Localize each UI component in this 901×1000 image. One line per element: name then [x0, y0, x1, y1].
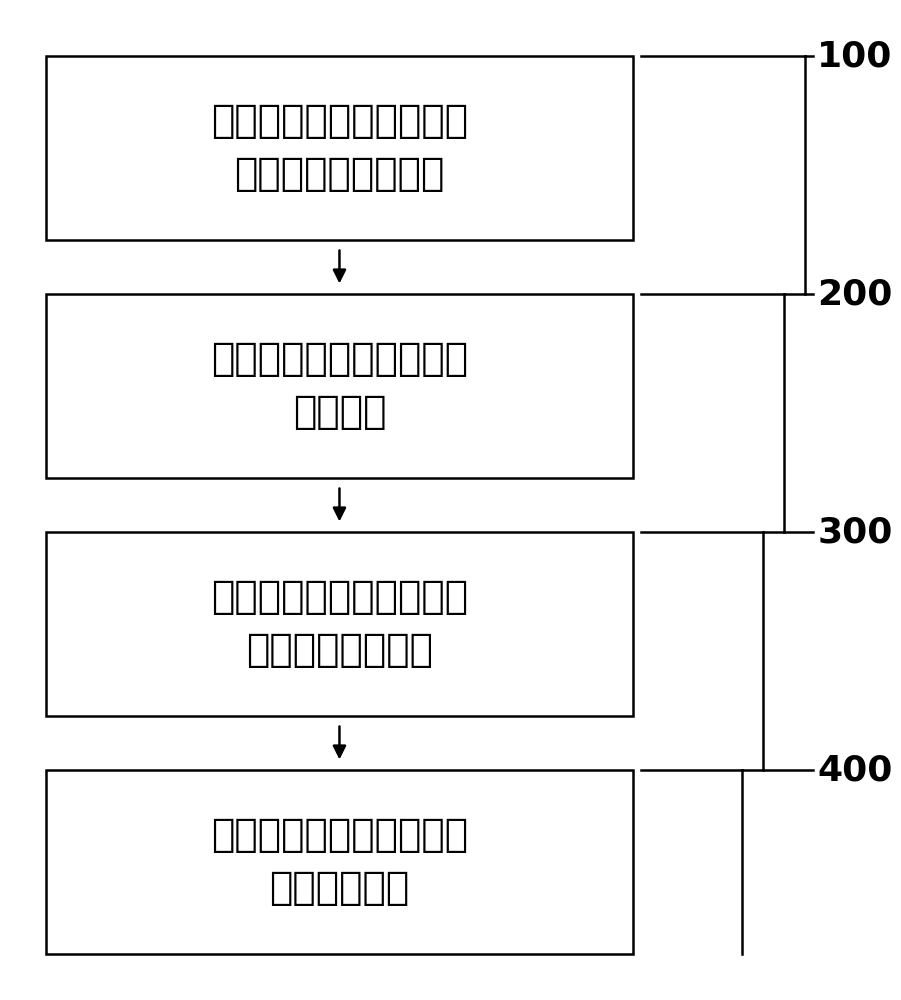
- Text: 100: 100: [817, 39, 893, 73]
- Text: 采用胶枪将混合物浇注到
字符凹槽的内凹处: 采用胶枪将混合物浇注到 字符凹槽的内凹处: [211, 578, 468, 669]
- FancyBboxPatch shape: [46, 294, 633, 478]
- Text: 400: 400: [817, 753, 893, 787]
- Text: 在已干燥的混合物上喚涂
透明防水膜。: 在已干燥的混合物上喚涂 透明防水膜。: [211, 816, 468, 907]
- FancyBboxPatch shape: [46, 770, 633, 954]
- Text: 在字符凹槽的内凹处涂抑
荧光粉胶: 在字符凹槽的内凹处涂抑 荧光粉胶: [211, 340, 468, 431]
- Text: 200: 200: [817, 277, 893, 311]
- FancyBboxPatch shape: [46, 56, 633, 240]
- Text: 将荧光粉和防沉淠颗粒剂
混合均匀制得混合物: 将荧光粉和防沉淠颗粒剂 混合均匀制得混合物: [211, 102, 468, 193]
- Text: 300: 300: [817, 515, 893, 549]
- FancyBboxPatch shape: [46, 532, 633, 716]
